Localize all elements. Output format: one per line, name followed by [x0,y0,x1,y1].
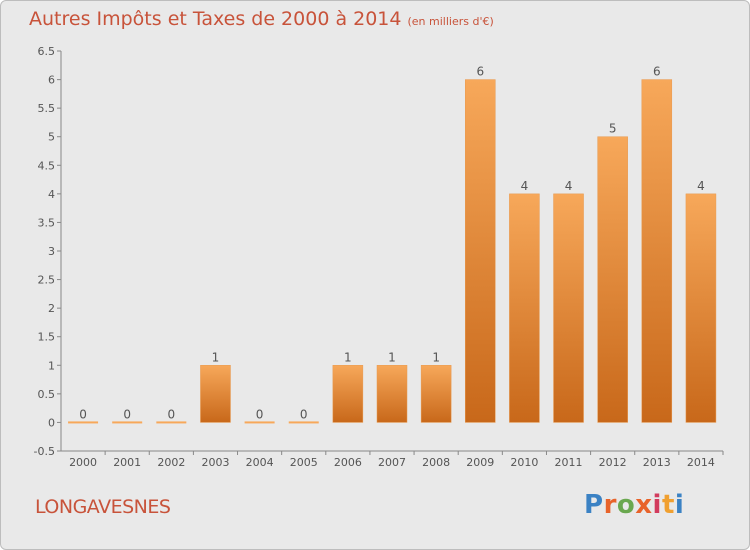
y-tick-label: 3 [48,245,55,258]
x-tick-label: 2004 [246,456,274,469]
x-tick-label: 2008 [422,456,450,469]
y-tick-label: 2 [48,302,55,315]
y-tick-label: 1 [48,359,55,372]
y-tick-label: 5 [48,131,55,144]
bar [553,193,584,423]
y-tick-label: 0.5 [38,388,56,401]
x-tick-label: 2000 [69,456,97,469]
bar [112,421,143,424]
x-tick-label: 2013 [643,456,671,469]
commune-name: LONGAVESNES [35,496,171,518]
chart-title: Autres Impôts et Taxes de 2000 à 2014 (en… [29,8,494,30]
bar [200,365,231,423]
x-tick-label: 2006 [334,456,362,469]
data-label: 1 [388,350,396,364]
x-tick-label: 2012 [599,456,627,469]
x-tick-label: 2011 [555,456,583,469]
data-label: 1 [212,350,220,364]
data-label: 0 [256,407,264,421]
logo-letter: P [584,490,604,520]
bar [465,79,496,423]
data-label: 5 [609,122,617,136]
data-label: 0 [300,407,308,421]
logo-letter: o [616,490,636,520]
data-label: 0 [79,407,87,421]
x-tick-label: 2010 [510,456,538,469]
x-tick-label: 2009 [466,456,494,469]
logo-letter: i [652,490,662,520]
x-tick-label: 2005 [290,456,318,469]
y-tick-label: 2.5 [38,274,56,287]
bar [332,365,364,423]
logo-letter: r [603,490,617,520]
y-tick-label: 6.5 [38,45,56,58]
data-label: 6 [653,65,661,79]
bar [685,193,717,423]
y-tick-label: -0.5 [34,445,55,458]
y-tick-label: 6 [48,74,55,87]
bar [420,365,452,423]
bar [68,421,99,424]
bars-group [68,79,717,424]
logo-letter: i [674,490,685,520]
x-tick-label: 2002 [157,456,185,469]
bar [244,421,275,424]
data-label: 1 [344,350,352,364]
data-label: 0 [123,407,131,421]
logo-letter: x [635,490,653,520]
bar [376,365,408,423]
bar [597,136,628,423]
data-label: 4 [521,179,529,193]
bar [156,421,187,424]
bar [509,193,540,423]
bar [288,421,319,424]
bar [641,79,673,423]
x-tick-label: 2001 [113,456,141,469]
x-tick-label: 2007 [378,456,406,469]
data-label: 1 [432,350,440,364]
y-tick-label: 3.5 [38,216,56,229]
chart-title-unit: (en milliers d'€) [407,15,494,28]
y-tick-label: 1.5 [38,331,56,344]
data-label: 6 [476,65,484,79]
y-tick-label: 4 [48,188,55,201]
logo-letter: t [661,490,675,520]
axes: -0.5 0 0.5 1 1.5 2 2.5 3 3.5 4 4.5 5 5.5 6 6.5 2000 2001… [34,45,724,469]
data-labels-group: 0 0 0 1 0 0 1 1 1 6 4 4 5 6 4 [79,65,705,422]
proxiti-logo[interactable]: Proxiti [584,490,684,520]
data-label: 0 [168,407,176,421]
y-tick-label: 5.5 [38,102,56,115]
y-tick-label: 4.5 [38,159,56,172]
x-tick-label: 2014 [687,456,715,469]
x-tick-label: 2003 [201,456,229,469]
y-tick-label: 0 [48,416,55,429]
data-label: 4 [565,179,573,193]
data-label: 4 [697,179,705,193]
chart-title-text: Autres Impôts et Taxes de 2000 à 2014 [29,8,402,30]
